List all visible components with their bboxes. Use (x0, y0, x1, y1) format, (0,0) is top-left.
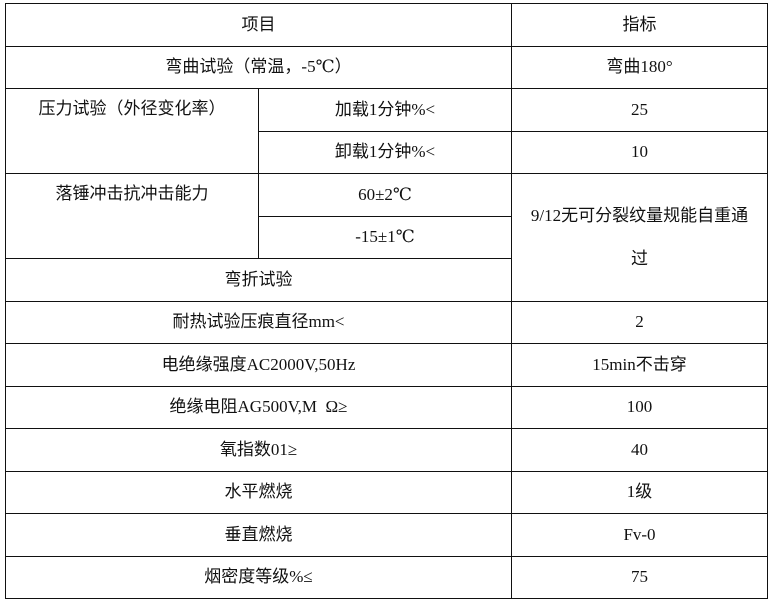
table-row: 弯折试验 (5, 258, 768, 302)
table-row: 电绝缘强度AC2000V,50Hz 15min不击穿 (5, 343, 768, 387)
row-item: 弯曲试验（常温，-5℃） (5, 45, 512, 89)
table-row: 压力试验（外径变化率） 加载1分钟%< 25 (5, 88, 768, 174)
row-value: 10 (511, 130, 768, 174)
row-item: 落锤冲击抗冲击能力 (5, 173, 259, 259)
row-condition: 加载1分钟%< (258, 88, 512, 132)
header-index: 指标 (511, 3, 768, 47)
row-value: 9/12无可分裂纹量规能自重通过 (511, 173, 768, 302)
row-item: 弯折试验 (5, 258, 512, 302)
row-item: 压力试验（外径变化率） (5, 88, 259, 174)
table-row: 卸载1分钟%< 10 (6, 130, 768, 174)
table-row: 弯曲试验（常温，-5℃） 弯曲180° (5, 45, 768, 89)
row-value: 15min不击穿 (511, 343, 768, 387)
row-value: 2 (511, 300, 768, 344)
table-row: 氧指数01≥ 40 (5, 428, 768, 472)
row-condition: 卸载1分钟%< (258, 130, 512, 174)
row-item: 绝缘电阻AG500V,M Ω≥ (5, 385, 512, 429)
table-row: 绝缘电阻AG500V,M Ω≥ 100 (5, 385, 768, 429)
row-value: 1级 (511, 470, 768, 514)
header-item: 项目 (5, 3, 512, 47)
table-row: 垂直燃烧 Fv-0 (5, 513, 768, 557)
row-value: 25 (511, 88, 768, 132)
table-row: 水平燃烧 1级 (5, 470, 768, 514)
row-item: 电绝缘强度AC2000V,50Hz (5, 343, 512, 387)
table-header-row: 项目 指标 (5, 3, 768, 47)
row-value: 75 (511, 555, 768, 599)
table-row: 耐热试验压痕直径mm< 2 (5, 300, 768, 344)
row-item: 垂直燃烧 (5, 513, 512, 557)
row-condition: -15±1℃ (258, 215, 512, 259)
table-row: 落锤冲击抗冲击能力 60±2℃ 9/12无可分裂纹量规能自重通过 (5, 173, 768, 302)
row-value: 100 (511, 385, 768, 429)
row-value: 弯曲180° (511, 45, 768, 89)
row-value: Fv-0 (511, 513, 768, 557)
table-row: 烟密度等级%≤ 75 (5, 555, 768, 599)
row-item: 氧指数01≥ (5, 428, 512, 472)
row-item: 烟密度等级%≤ (5, 555, 512, 599)
row-item: 水平燃烧 (5, 470, 512, 514)
row-value: 40 (511, 428, 768, 472)
row-item: 耐热试验压痕直径mm< (5, 300, 512, 344)
row-condition: 60±2℃ (258, 173, 512, 217)
specification-table: 项目 指标 弯曲试验（常温，-5℃） 弯曲180° 压力试验（外径变化率） 加载… (5, 3, 768, 599)
